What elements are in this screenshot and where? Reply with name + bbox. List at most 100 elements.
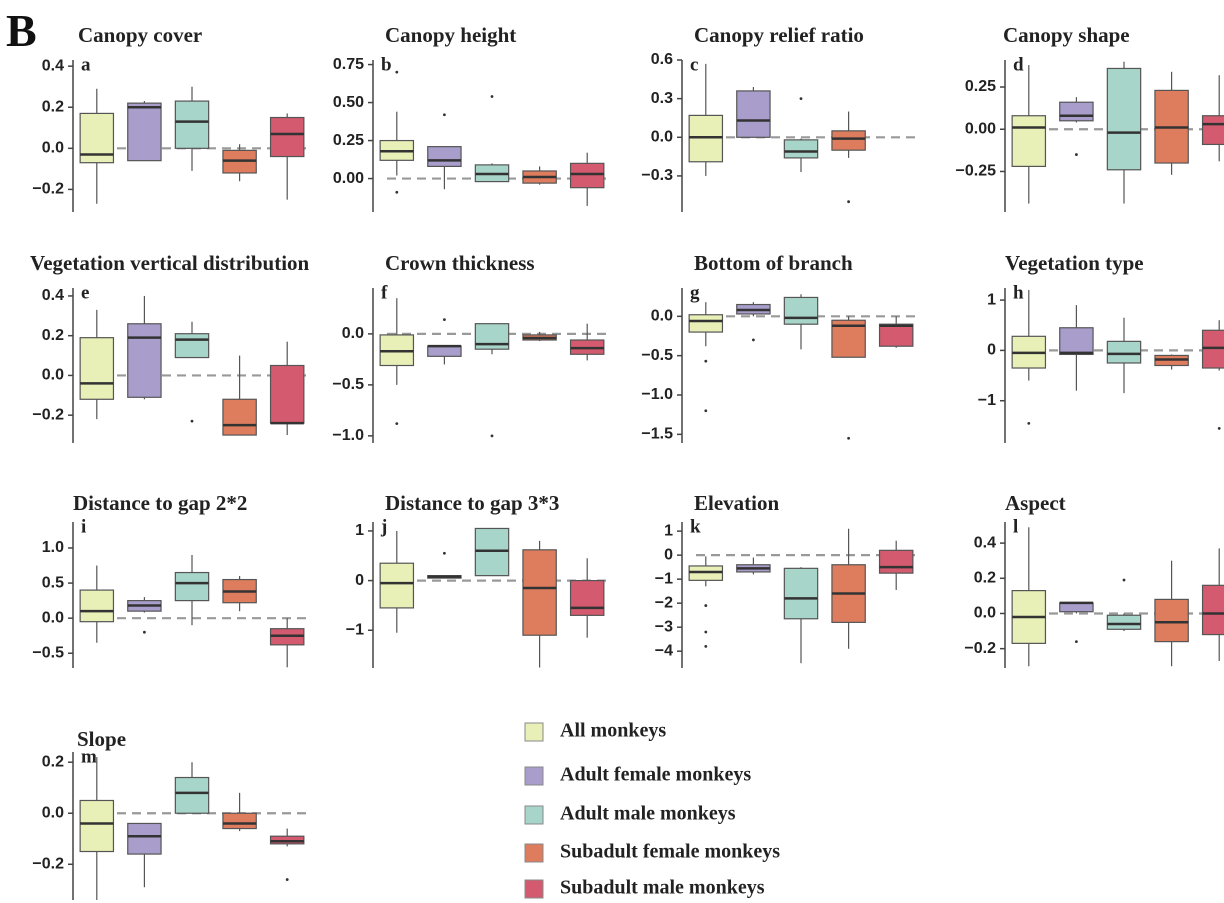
outlier — [799, 97, 803, 101]
panel-title: Vegetation vertical distribution — [30, 251, 310, 275]
panel-title: Aspect — [1005, 491, 1066, 515]
box — [1106, 67, 1142, 171]
box — [79, 799, 115, 853]
box — [174, 333, 210, 359]
y-tick-label: 0.4 — [974, 534, 996, 551]
box — [222, 812, 257, 830]
y-tick-label: 0 — [987, 342, 996, 359]
outlier — [443, 551, 446, 555]
y-tick-label: 0.0 — [42, 367, 64, 384]
outlier — [190, 419, 194, 423]
panel-letter: i — [81, 516, 86, 537]
box — [1059, 101, 1094, 122]
y-tick-label: 1 — [987, 291, 996, 308]
legend-swatch — [524, 722, 544, 742]
box — [783, 296, 819, 325]
box — [878, 323, 914, 347]
outlier — [285, 878, 289, 881]
box — [1011, 115, 1047, 167]
legend-swatch — [524, 843, 544, 863]
box — [1201, 329, 1224, 369]
panel-letter: m — [81, 746, 97, 767]
legend-label: All monkeys — [560, 720, 666, 742]
y-tick-label: 0.0 — [342, 325, 364, 342]
box — [783, 567, 819, 620]
y-tick-label: 0.2 — [42, 98, 64, 115]
y-tick-label: 0.0 — [42, 609, 64, 626]
box — [736, 90, 771, 138]
outlier — [143, 630, 146, 634]
box — [878, 549, 914, 574]
y-tick-label: 0.50 — [333, 94, 364, 111]
box — [1106, 614, 1142, 630]
legend-label: Subadult male monkeys — [560, 877, 765, 899]
box — [269, 835, 305, 845]
box — [1106, 340, 1142, 364]
panel-letter: j — [380, 516, 387, 537]
box — [688, 314, 724, 333]
outlier — [704, 630, 708, 634]
y-tick-label: 0.25 — [965, 78, 996, 95]
outlier — [1027, 421, 1031, 425]
panel-title: Canopy height — [385, 23, 516, 47]
y-tick-label: 0 — [355, 572, 364, 589]
outlier — [1217, 427, 1221, 430]
y-tick-label: −1 — [346, 621, 364, 638]
y-tick-label: −1.0 — [641, 386, 673, 403]
y-tick-label: −0.5 — [332, 376, 364, 393]
panel-letter: e — [81, 282, 89, 303]
box — [1059, 327, 1094, 356]
box — [522, 549, 557, 636]
y-tick-label: 0.0 — [974, 605, 996, 622]
outlier — [704, 359, 708, 363]
outlier — [704, 644, 708, 648]
outlier — [395, 190, 399, 194]
y-tick-label: −3 — [655, 618, 673, 635]
y-tick-label: 1.0 — [42, 539, 64, 556]
y-tick-label: −0.5 — [641, 347, 673, 364]
y-tick-label: −0.2 — [32, 855, 64, 872]
legend-swatch — [524, 879, 544, 899]
box — [79, 589, 115, 623]
panel-letter: g — [690, 282, 700, 303]
outlier — [443, 113, 446, 117]
y-tick-label: 0.4 — [42, 287, 64, 304]
panel-title: Bottom of branch — [694, 251, 853, 275]
panel-title: Elevation — [694, 491, 779, 515]
y-tick-label: 0.5 — [42, 574, 64, 591]
figure-label: B — [6, 5, 37, 56]
box — [427, 146, 462, 167]
outlier — [752, 338, 755, 342]
y-tick-label: −0.25 — [956, 163, 997, 180]
y-tick-label: 0.2 — [42, 327, 64, 344]
outlier — [1122, 578, 1126, 582]
y-tick-label: −0.2 — [964, 640, 996, 657]
panel-letter: a — [81, 54, 91, 75]
panel-letter: c — [690, 54, 698, 75]
y-tick-label: 0.0 — [651, 308, 673, 325]
box — [569, 579, 605, 616]
panel-title: Canopy relief ratio — [694, 23, 864, 47]
box — [688, 114, 724, 163]
panel-letter: k — [690, 516, 701, 537]
y-tick-label: 0.3 — [651, 90, 673, 107]
y-tick-label: 0.25 — [333, 132, 364, 149]
panel-title: Canopy shape — [1003, 23, 1130, 47]
box — [1201, 115, 1224, 146]
box — [127, 323, 162, 398]
box — [174, 100, 210, 149]
outlier — [704, 604, 708, 607]
box — [79, 337, 115, 400]
panel-letter: l — [1013, 516, 1018, 537]
panel-title: Crown thickness — [385, 251, 535, 275]
box — [127, 822, 162, 855]
y-tick-label: 0.75 — [333, 56, 364, 73]
panel-title: Distance to gap 3*3 — [385, 491, 559, 515]
legend-swatch — [524, 805, 544, 825]
box — [269, 116, 305, 158]
panel-letter: b — [381, 54, 392, 75]
y-tick-label: −1 — [978, 392, 996, 409]
outlier — [443, 318, 446, 322]
